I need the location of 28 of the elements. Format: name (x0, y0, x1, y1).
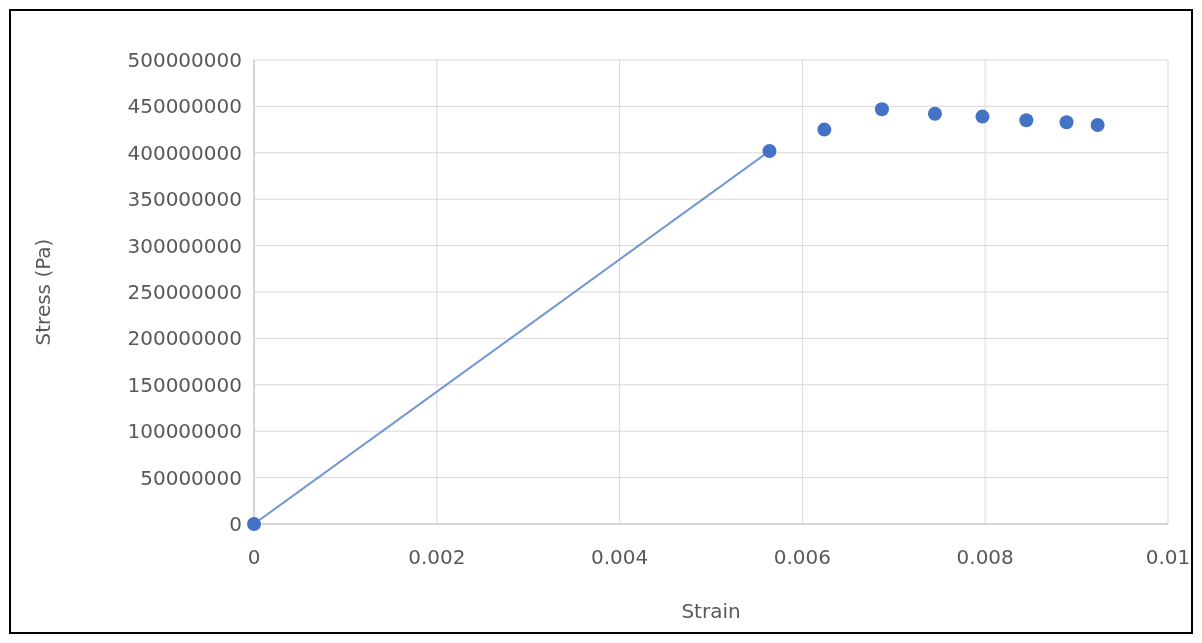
y-axis-title: Stress (Pa) (31, 238, 55, 346)
y-tick-label: 350000000 (127, 187, 242, 212)
x-axis-title: Strain (681, 599, 741, 623)
y-tick-label: 200000000 (127, 326, 242, 351)
point (975, 109, 990, 124)
x-tick-label: 0.004 (590, 545, 649, 569)
y-tick-label: 500000000 (127, 48, 242, 72)
y-tick-label: 100000000 (127, 419, 242, 444)
y-tick-label: 0 (229, 512, 242, 536)
point (762, 143, 777, 158)
point (874, 102, 889, 117)
y-tick-label: 150000000 (127, 372, 242, 397)
x-tick-label: 0.008 (956, 545, 1014, 569)
y-tick-label: 450000000 (127, 94, 242, 119)
x-tick-label: 0 (247, 545, 261, 569)
y-tick-label: 250000000 (127, 280, 242, 304)
y-tick-label: 400000000 (127, 140, 242, 165)
point (817, 122, 832, 137)
point (927, 106, 942, 121)
y-tick-label: 300000000 (127, 233, 242, 258)
x-tick-label: 0.002 (408, 545, 466, 569)
x-tick-label: 0.006 (773, 545, 832, 569)
point (1059, 115, 1074, 130)
point (247, 517, 261, 531)
point (1019, 113, 1034, 128)
x-tick-label: 0.01 (1145, 545, 1191, 569)
point (1090, 117, 1105, 132)
y-tick-label: 50000000 (140, 465, 242, 490)
